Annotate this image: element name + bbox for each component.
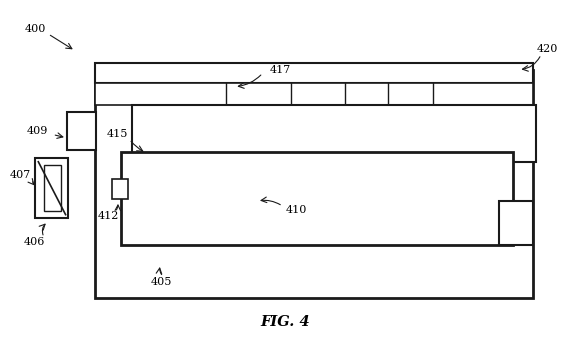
Text: 407: 407 [10,170,31,180]
Text: 410: 410 [286,205,308,215]
Text: FIG. 4: FIG. 4 [261,315,310,329]
Bar [44,165,61,211]
Bar [95,63,533,83]
Bar [498,201,533,245]
Bar [95,69,533,298]
Text: 415: 415 [107,129,128,139]
Bar [35,158,69,218]
Bar [67,112,96,150]
Bar [132,106,536,162]
Text: 406: 406 [23,237,45,247]
Text: 420: 420 [536,44,557,54]
Text: 409: 409 [26,126,48,136]
Bar [95,83,533,106]
Text: 405: 405 [151,277,172,287]
Text: 400: 400 [25,24,46,34]
Text: 417: 417 [269,65,291,75]
Bar [112,179,128,199]
Text: 412: 412 [98,211,119,221]
Bar [120,151,513,245]
